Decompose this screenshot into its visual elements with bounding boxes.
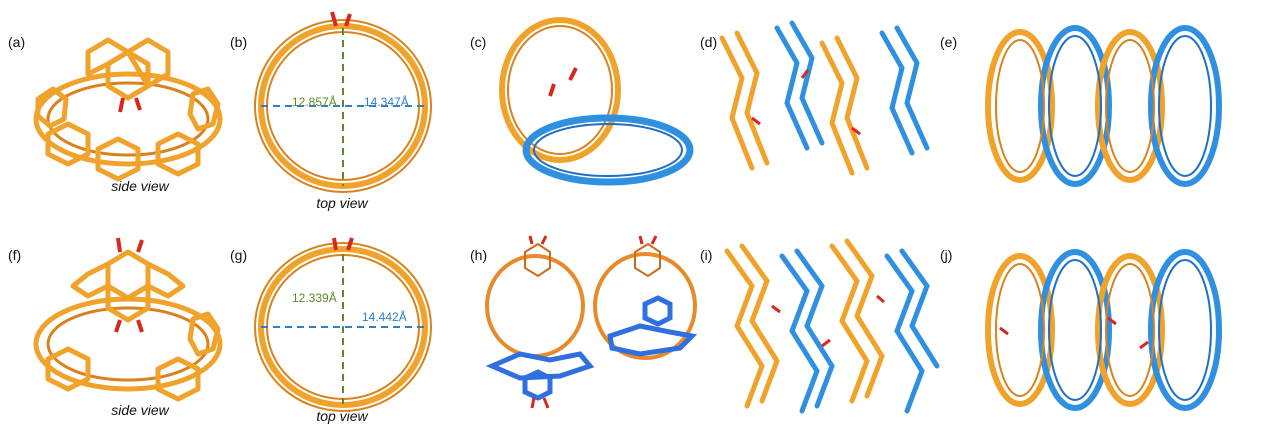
caption-side-view-a: side view (111, 178, 169, 194)
molecule-pair-c (499, 17, 694, 186)
molecule-side-view-a (33, 37, 223, 182)
panel-label-c: (c) (470, 34, 487, 50)
measurement-horizontal-b: 14.347Å (364, 95, 409, 109)
crystal-packing-i (724, 238, 940, 414)
molecule-pair-h (485, 235, 698, 409)
measurement-vertical-g: 12.339Å (292, 291, 337, 305)
molecule-top-view-b (254, 11, 432, 193)
measurement-vertical-b: 12.857Å (292, 95, 337, 109)
channel-packing-j (985, 249, 1222, 411)
panel-label-b: (b) (230, 34, 248, 50)
panel-label-i: (i) (700, 247, 713, 263)
crystal-packing-d (719, 20, 930, 176)
caption-side-view-f: side view (111, 402, 169, 418)
channel-packing-e (985, 25, 1222, 187)
molecule-top-view-g (254, 237, 432, 412)
panel-label-j: (j) (940, 247, 953, 263)
caption-top-view-b: top view (316, 195, 368, 211)
caption-top-view-g: top view (316, 408, 368, 424)
measurement-horizontal-g: 14.442Å (362, 310, 407, 324)
panel-label-a: (a) (8, 34, 26, 50)
panel-label-h: (h) (470, 247, 488, 263)
molecule-side-view-f (33, 237, 223, 402)
panel-label-g: (g) (230, 247, 248, 263)
panel-label-f: (f) (8, 247, 22, 263)
panel-label-e: (e) (940, 34, 958, 50)
panel-label-d: (d) (700, 34, 718, 50)
